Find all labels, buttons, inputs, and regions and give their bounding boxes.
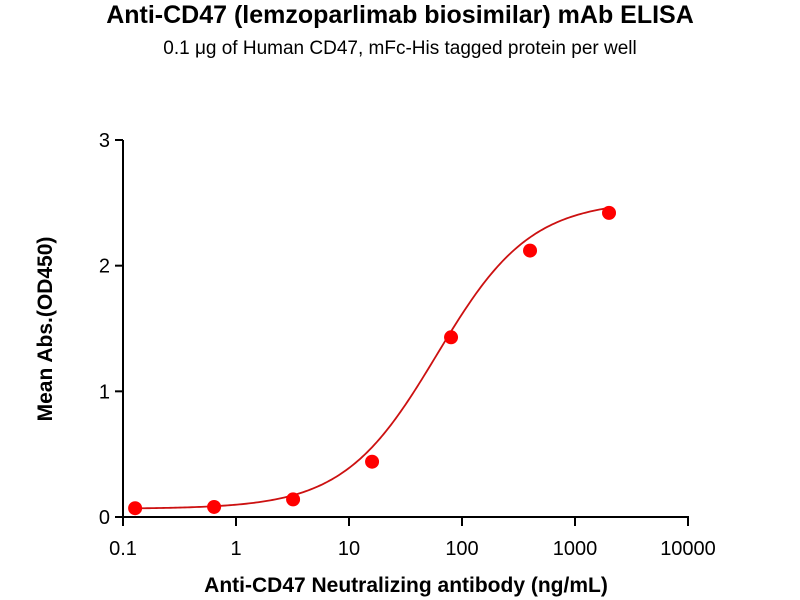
x-axis-label: Anti-CD47 Neutralizing antibody (ng/mL) [204, 574, 608, 597]
data-point [523, 243, 538, 258]
data-points-layer [128, 205, 617, 516]
y-tick-label: 1 [99, 381, 110, 403]
data-point [286, 492, 301, 507]
x-tick-label: 1000 [553, 538, 598, 560]
y-tick-label: 2 [99, 256, 110, 278]
y-tick-label: 0 [99, 507, 110, 529]
chart-subtitle: 0.1 μg of Human CD47, mFc-His tagged pro… [163, 38, 637, 59]
x-tick-label: 0.1 [109, 538, 137, 560]
x-tick-label: 10000 [660, 538, 716, 560]
x-tick-label: 10 [338, 538, 360, 560]
data-point [444, 330, 459, 345]
data-point [128, 501, 143, 516]
x-tick-label: 1 [230, 538, 241, 560]
data-point [602, 205, 617, 220]
y-axis-label: Mean Abs.(OD450) [34, 237, 57, 422]
data-point [365, 454, 380, 469]
x-axis-ticks: 0.1 1 10 100 1000 10000 [109, 517, 716, 560]
y-axis-ticks: 0 1 2 3 [99, 130, 123, 529]
y-tick-label: 3 [99, 130, 110, 152]
data-point [207, 499, 222, 514]
chart-title: Anti-CD47 (lemzoparlimab biosimilar) mAb… [106, 1, 694, 29]
x-tick-label: 100 [445, 538, 478, 560]
